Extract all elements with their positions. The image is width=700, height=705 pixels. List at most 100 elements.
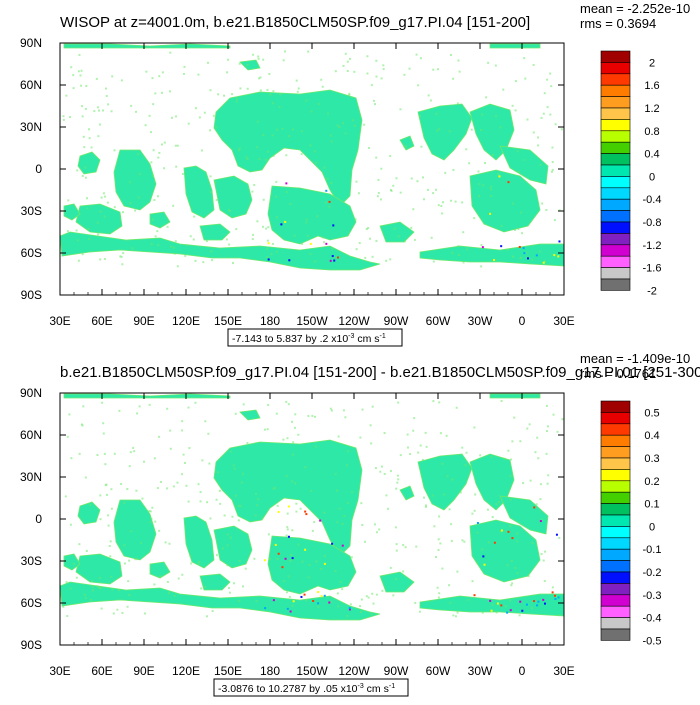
colorbar-label: -0.2 (643, 567, 662, 579)
texture-speck (448, 584, 451, 587)
texture-speck (238, 599, 241, 602)
colorbar-swatch (600, 62, 631, 75)
texture-speck (351, 491, 354, 494)
texture-speck (291, 558, 294, 561)
texture-speck (419, 57, 422, 60)
texture-speck (314, 260, 317, 263)
panel-1-range-text: -7.143 to 5.837 by .2 x10 (232, 333, 348, 345)
colorbar-label: -0.4 (643, 194, 662, 206)
texture-speck (99, 210, 102, 213)
texture-speck (286, 528, 289, 531)
texture-speck (285, 591, 288, 594)
land-region-arctic (63, 393, 231, 399)
texture-speck (150, 517, 153, 520)
panel-2-rms: rms = 0.1761 (580, 366, 656, 381)
texture-speck (96, 585, 99, 588)
texture-speck (421, 458, 424, 461)
texture-speck (301, 130, 304, 133)
land-region-patch-1 (77, 151, 101, 175)
texture-speck (173, 252, 176, 255)
texture-speck (166, 407, 169, 410)
texture-speck (106, 201, 109, 204)
texture-speck (128, 594, 131, 597)
texture-speck (403, 73, 406, 76)
texture-speck (85, 550, 88, 553)
texture-speck (420, 145, 423, 148)
texture-speck (104, 463, 107, 466)
texture-speck (166, 225, 169, 228)
texture-speck (289, 203, 292, 206)
texture-speck (359, 611, 362, 614)
texture-speck (507, 449, 510, 452)
texture-speck (435, 112, 438, 115)
hotspot (489, 212, 492, 215)
hotspot (325, 189, 328, 192)
texture-speck (233, 467, 236, 470)
hotspot (476, 522, 479, 525)
texture-speck (137, 153, 140, 156)
texture-speck (68, 413, 71, 416)
texture-speck (175, 115, 178, 118)
texture-speck (484, 161, 487, 164)
colorbar-swatch (600, 233, 631, 246)
texture-speck (78, 53, 81, 56)
texture-speck (299, 507, 302, 510)
texture-speck (210, 250, 213, 253)
texture-speck (182, 72, 185, 75)
texture-speck (347, 501, 350, 504)
texture-speck (336, 521, 339, 524)
texture-speck (392, 184, 395, 187)
texture-speck (403, 145, 406, 148)
hotspot (323, 594, 326, 597)
texture-speck (257, 55, 260, 58)
texture-speck (183, 461, 186, 464)
texture-speck (551, 146, 554, 149)
panel-2-map (60, 393, 564, 621)
texture-speck (80, 69, 83, 72)
texture-speck (368, 146, 371, 149)
texture-speck (422, 496, 425, 499)
texture-speck (316, 215, 319, 218)
texture-speck (212, 114, 215, 117)
texture-speck (295, 79, 298, 82)
texture-speck (309, 144, 312, 147)
land-region-trop-atlantic (499, 495, 549, 535)
texture-speck (169, 429, 172, 432)
texture-speck (276, 128, 279, 131)
texture-speck (323, 554, 326, 557)
texture-speck (344, 416, 347, 419)
texture-speck (113, 206, 116, 209)
texture-speck (275, 216, 278, 219)
texture-speck (262, 134, 265, 137)
texture-speck (467, 598, 470, 601)
texture-speck (353, 124, 356, 127)
texture-speck (166, 580, 169, 583)
texture-speck (151, 218, 154, 221)
texture-speck (129, 202, 132, 205)
texture-speck (154, 92, 157, 95)
hotspot (509, 609, 512, 612)
texture-speck (342, 64, 345, 67)
x-tick-label: 0 (519, 314, 526, 328)
colorbar-swatch (600, 221, 631, 234)
texture-speck (229, 536, 232, 539)
texture-speck (197, 562, 200, 565)
texture-speck (444, 171, 447, 174)
texture-speck (474, 493, 477, 496)
x-tick-label: 120E (172, 314, 200, 328)
land-region-patch-3 (149, 211, 171, 229)
texture-speck (157, 244, 160, 247)
texture-speck (197, 483, 200, 486)
texture-speck (432, 260, 435, 263)
texture-speck (531, 607, 534, 610)
hotspot (558, 240, 561, 243)
texture-speck (83, 593, 86, 596)
texture-speck (311, 529, 314, 532)
texture-speck (86, 197, 89, 200)
texture-speck (96, 221, 99, 224)
texture-speck (425, 504, 428, 507)
texture-speck (540, 116, 543, 119)
texture-speck (153, 583, 156, 586)
colorbar-swatch (600, 164, 631, 177)
texture-speck (120, 79, 123, 82)
